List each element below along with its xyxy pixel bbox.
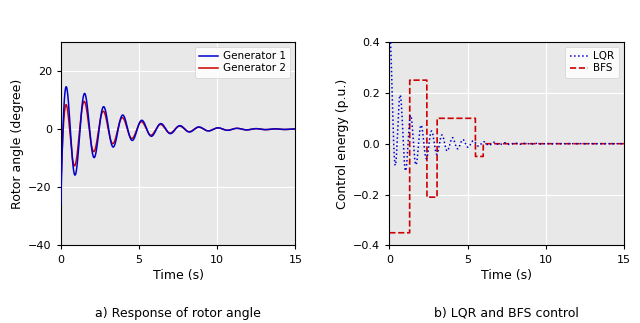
Generator 1 — [157, 122, 165, 126]
Generator 1 — [57, 203, 65, 207]
Line: LQR: LQR — [389, 31, 624, 171]
Y-axis label: Control energy (p.u.): Control energy (p.u.) — [336, 78, 349, 209]
Generator 2 — [157, 123, 165, 127]
Generator 2 — [81, 99, 88, 103]
LQR — [385, 29, 393, 33]
X-axis label: Time (s): Time (s) — [481, 269, 532, 282]
LQR — [402, 169, 410, 173]
BFS — [602, 142, 609, 146]
Generator 2 — [292, 127, 300, 131]
Generator 2 — [273, 127, 280, 131]
LQR — [486, 143, 493, 147]
Generator 1 — [62, 85, 70, 89]
Generator 1 — [284, 127, 292, 131]
Generator 2 — [227, 128, 235, 131]
Text: a) Response of rotor angle: a) Response of rotor angle — [95, 307, 261, 319]
LQR — [385, 29, 393, 33]
Legend: LQR, BFS: LQR, BFS — [565, 47, 619, 78]
BFS — [406, 78, 413, 82]
Legend: Generator 1, Generator 2: Generator 1, Generator 2 — [195, 47, 291, 78]
Generator 1 — [168, 131, 176, 135]
X-axis label: Time (s): Time (s) — [152, 269, 204, 282]
LQR — [613, 142, 621, 146]
Line: BFS: BFS — [389, 80, 624, 233]
Generator 1 — [273, 127, 280, 131]
LQR — [484, 143, 492, 147]
LQR — [602, 142, 609, 146]
Line: Generator 2: Generator 2 — [61, 101, 296, 189]
BFS — [486, 142, 493, 146]
Generator 2 — [168, 130, 176, 134]
BFS — [620, 142, 628, 146]
BFS — [484, 142, 492, 146]
BFS — [385, 231, 393, 235]
Generator 1 — [156, 122, 163, 126]
BFS — [613, 142, 621, 146]
Generator 2 — [57, 187, 65, 191]
Generator 1 — [292, 127, 300, 131]
LQR — [620, 142, 628, 146]
Text: b) LQR and BFS control: b) LQR and BFS control — [434, 307, 579, 319]
Y-axis label: Rotor angle (degree): Rotor angle (degree) — [11, 78, 24, 209]
LQR — [497, 142, 505, 146]
Generator 2 — [284, 127, 292, 131]
Line: Generator 1: Generator 1 — [61, 87, 296, 205]
BFS — [556, 142, 564, 146]
Generator 1 — [227, 128, 235, 131]
Generator 2 — [156, 123, 163, 127]
LQR — [556, 142, 564, 146]
BFS — [497, 142, 505, 146]
